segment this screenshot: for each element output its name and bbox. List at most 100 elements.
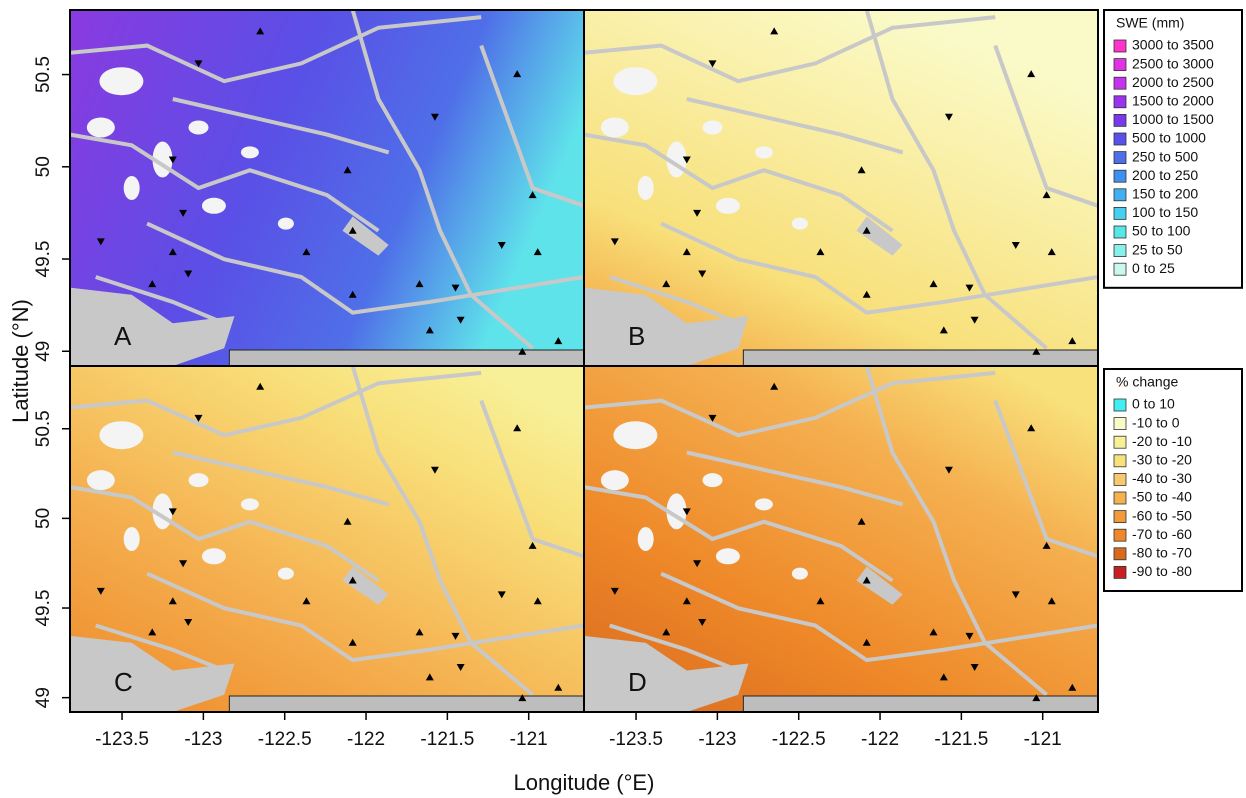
y-tick-label: 50.5 — [33, 56, 54, 93]
station-marker — [256, 382, 265, 390]
station-marker — [96, 587, 105, 595]
river — [993, 44, 1098, 208]
station-marker — [965, 632, 974, 640]
station-marker — [708, 414, 717, 422]
panel-frame — [583, 365, 1099, 713]
station-marker — [698, 619, 707, 627]
station-marker — [1011, 241, 1020, 249]
x-tick-label: -122.5 — [772, 729, 826, 750]
legend-swatch — [1113, 225, 1127, 239]
x-axis-label: Longitude (°E) — [514, 770, 655, 795]
station-marker — [425, 326, 434, 334]
legend-swatch — [1113, 491, 1127, 505]
station-marker — [302, 248, 311, 256]
river — [350, 10, 534, 350]
snow-area — [637, 176, 654, 200]
x-tick-label: -121.5 — [420, 729, 474, 750]
snow-area — [613, 421, 658, 450]
station-marker — [682, 508, 691, 516]
legend-entry: 150 to 200 — [1132, 186, 1198, 202]
us-region — [228, 349, 584, 366]
x-tick-label: -122 — [347, 729, 385, 750]
legend-entry: 200 to 250 — [1132, 167, 1198, 183]
snow-area — [277, 217, 294, 230]
station-marker — [662, 280, 671, 288]
station-marker — [148, 280, 157, 288]
station-marker — [1027, 424, 1036, 432]
station-marker — [168, 508, 177, 516]
station-marker — [770, 382, 779, 390]
snow-area — [613, 67, 658, 96]
y-tick-label: 50 — [33, 156, 54, 177]
water-body — [584, 287, 749, 366]
lake — [856, 216, 903, 256]
snow-area — [600, 117, 629, 138]
station-marker — [816, 248, 825, 256]
river — [95, 275, 225, 326]
river — [146, 221, 584, 315]
lake — [342, 216, 389, 256]
x-tick-label: -122 — [861, 729, 899, 750]
snow-area — [123, 527, 140, 551]
station-marker — [662, 628, 671, 636]
station-marker — [693, 209, 702, 217]
river — [864, 366, 1048, 697]
legend-entry: -60 to -50 — [1132, 507, 1192, 523]
map-surface — [70, 10, 584, 366]
snow-area — [201, 548, 226, 565]
station-marker — [513, 424, 522, 432]
station-marker — [96, 238, 105, 246]
legend-entry: 0 to 25 — [1132, 260, 1175, 276]
snow-area — [791, 217, 808, 230]
snow-area — [123, 176, 140, 200]
snow-area — [240, 146, 259, 159]
legend-swatch — [1113, 132, 1127, 146]
legend-swatch — [1113, 262, 1127, 276]
legend-entry: -40 to -30 — [1132, 470, 1192, 486]
station-marker — [415, 628, 424, 636]
station-marker — [1011, 591, 1020, 599]
station-marker — [1047, 248, 1056, 256]
river — [584, 370, 996, 438]
legend-entry: -10 to 0 — [1132, 414, 1180, 430]
station-marker — [533, 248, 542, 256]
station-marker — [518, 694, 527, 702]
river — [70, 370, 482, 438]
station-marker — [456, 664, 465, 672]
legend-swatch — [1113, 417, 1127, 431]
river — [479, 399, 584, 559]
river — [660, 571, 1098, 663]
station-marker — [610, 238, 619, 246]
station-marker — [682, 248, 691, 256]
legend-swatch — [1113, 566, 1127, 579]
legend-entry: 2500 to 3000 — [1132, 55, 1214, 71]
station-marker — [862, 638, 871, 646]
station-marker — [343, 166, 352, 174]
river — [70, 132, 380, 233]
legend-swatch — [1113, 435, 1127, 449]
us-region — [742, 695, 1098, 712]
station-marker — [682, 156, 691, 164]
legend-swatch — [1113, 472, 1127, 486]
panel-label: B — [628, 321, 645, 351]
y-tick-label: 50 — [33, 508, 54, 529]
legend-entry: -30 to -20 — [1132, 452, 1192, 468]
map-panel — [70, 366, 584, 712]
legend-swatch — [1113, 114, 1127, 127]
snow-area — [86, 470, 115, 491]
us-region — [228, 695, 584, 712]
legend-swatch — [1113, 206, 1127, 220]
legend-entry: 0 to 10 — [1132, 396, 1175, 412]
station-marker — [148, 628, 157, 636]
map-surface — [584, 366, 1098, 712]
water-body — [70, 635, 235, 712]
station-marker — [513, 70, 522, 78]
legend-entry: 25 to 50 — [1132, 241, 1183, 257]
station-marker — [698, 270, 707, 278]
snow-area — [99, 421, 144, 450]
station-marker — [862, 226, 871, 234]
lake — [856, 566, 903, 605]
legend-swatch — [1113, 547, 1127, 561]
river — [686, 450, 904, 507]
